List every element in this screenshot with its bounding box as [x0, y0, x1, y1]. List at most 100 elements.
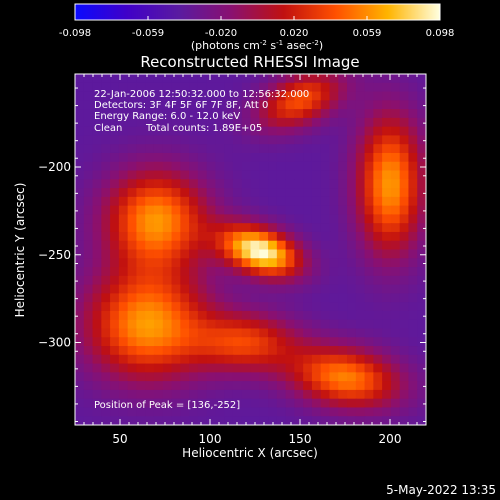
- heatmap-cell: [189, 275, 199, 286]
- heatmap-cell: [189, 346, 199, 356]
- heatmap-cell: [145, 205, 155, 216]
- heatmap-cell: [311, 196, 322, 207]
- heatmap-cell: [110, 188, 120, 198]
- heatmap-cell: [241, 372, 252, 382]
- heatmap-cell: [417, 267, 426, 277]
- heatmap-cell: [171, 231, 181, 242]
- heatmap-cell: [408, 231, 418, 242]
- heatmap-cell: [145, 152, 155, 163]
- heatmap-cell: [171, 240, 181, 251]
- heatmap-cell: [180, 407, 190, 417]
- heatmap-cell: [153, 363, 164, 373]
- heatmap-cell: [373, 214, 383, 224]
- heatmap-cell: [171, 337, 181, 347]
- heatmap-cell: [136, 398, 146, 409]
- heatmap-cell: [101, 381, 111, 391]
- heatmap-cell: [83, 328, 94, 338]
- heatmap-cell: [268, 214, 278, 224]
- heatmap-cell: [355, 240, 366, 251]
- heatmap-cell: [92, 135, 102, 145]
- heatmap-cell: [250, 416, 260, 425]
- heatmap-cell: [232, 161, 243, 172]
- heatmap-cell: [382, 144, 392, 154]
- heatmap-cell: [162, 179, 173, 189]
- heatmap-cell: [145, 240, 155, 251]
- heatmap-cell: [276, 249, 287, 259]
- heatmap-cell: [338, 188, 348, 198]
- heatmap-cell: [83, 91, 94, 101]
- heatmap-cell: [320, 152, 331, 163]
- heatmap-cell: [127, 302, 138, 312]
- heatmap-cell: [206, 117, 217, 128]
- heatmap-cell: [347, 144, 357, 154]
- heatmap-cell: [329, 328, 339, 338]
- heatmap-cell: [162, 100, 173, 110]
- heatmap-cell: [75, 179, 85, 189]
- heatmap-cell: [373, 363, 383, 373]
- heatmap-cell: [232, 188, 243, 198]
- heatmap-cell: [171, 109, 181, 119]
- heatmap-cell: [329, 372, 339, 382]
- heatmap-cell: [259, 284, 269, 294]
- heatmap-cell: [162, 363, 173, 373]
- heatmap-cell: [276, 188, 287, 198]
- heatmap-cell: [189, 284, 199, 294]
- heatmap-cell: [338, 135, 348, 145]
- heatmap-cell: [197, 196, 208, 207]
- heatmap-cell: [320, 188, 331, 198]
- heatmap-cell: [145, 161, 155, 172]
- heatmap-cell: [145, 275, 155, 286]
- heatmap-cell: [338, 346, 348, 356]
- heatmap-cell: [250, 389, 260, 400]
- heatmap-cell: [224, 416, 234, 425]
- heatmap-cell: [338, 407, 348, 417]
- heatmap-cell: [110, 82, 120, 93]
- heatmap-cell: [118, 179, 129, 189]
- heatmap-cell: [224, 310, 234, 321]
- heatmap-cell: [171, 152, 181, 163]
- heatmap-cell: [118, 381, 129, 391]
- heatmap-cell: [399, 407, 410, 417]
- heatmap-cell: [364, 214, 374, 224]
- heatmap-cell: [101, 161, 111, 172]
- heatmap-cell: [232, 319, 243, 330]
- heatmap-cell: [311, 249, 322, 259]
- heatmap-cell: [329, 135, 339, 145]
- heatmap-cell: [285, 275, 295, 286]
- heatmap-cell: [171, 398, 181, 409]
- heatmap-cell: [390, 337, 401, 347]
- heatmap-cell: [294, 100, 304, 110]
- heatmap-cell: [268, 337, 278, 347]
- heatmap-cell: [136, 258, 146, 268]
- heatmap-cell: [197, 170, 208, 180]
- heatmap-cell: [189, 354, 199, 365]
- heatmap-cell: [347, 284, 357, 294]
- heatmap-cell: [355, 249, 366, 259]
- heatmap-cell: [382, 249, 392, 259]
- heatmap-cell: [364, 249, 374, 259]
- heatmap-cell: [417, 117, 426, 128]
- heatmap-cell: [329, 74, 339, 84]
- heatmap-cell: [241, 398, 252, 409]
- heatmap-cell: [224, 170, 234, 180]
- heatmap-cell: [110, 319, 120, 330]
- heatmap-cell: [364, 372, 374, 382]
- heatmap-cell: [75, 381, 85, 391]
- heatmap-cell: [83, 407, 94, 417]
- heatmap-cell: [145, 231, 155, 242]
- heatmap-cell: [303, 179, 313, 189]
- heatmap-cell: [276, 346, 287, 356]
- colorbar: [74, 3, 441, 21]
- heatmap-cell: [276, 74, 287, 84]
- heatmap-cell: [162, 302, 173, 312]
- heatmap-cell: [101, 135, 111, 145]
- heatmap-cell: [355, 109, 366, 119]
- heatmap-cell: [206, 152, 217, 163]
- heatmap-cell: [373, 275, 383, 286]
- heatmap-cell: [171, 196, 181, 207]
- heatmap-cell: [92, 152, 102, 163]
- heatmap-cell: [171, 267, 181, 277]
- heatmap-cell: [268, 188, 278, 198]
- heatmap-cell: [136, 328, 146, 338]
- heatmap-cell: [338, 398, 348, 409]
